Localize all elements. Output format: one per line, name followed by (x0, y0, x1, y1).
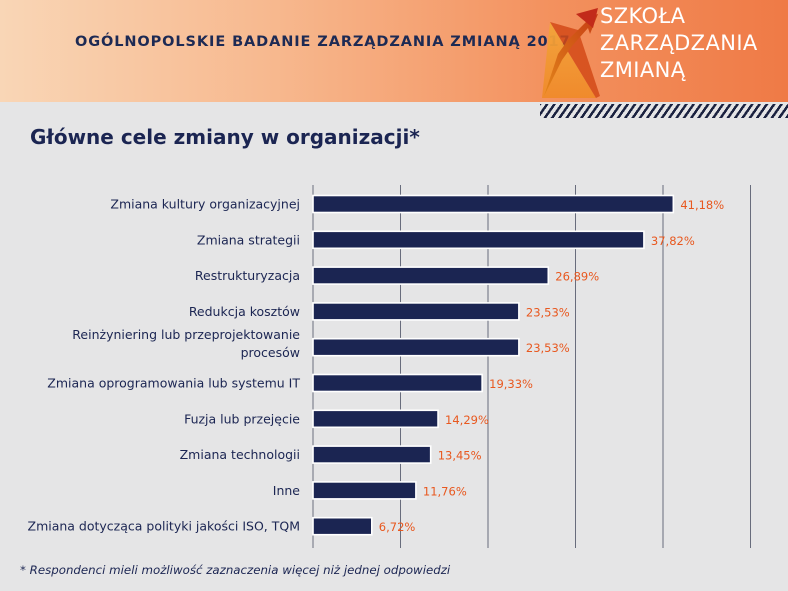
category-label: Restrukturyzacja (195, 268, 300, 283)
value-label: 37,82% (651, 234, 695, 248)
bar (312, 516, 373, 536)
category-label: Zmiana kultury organizacyjnej (110, 197, 300, 212)
category-label: Zmiana dotycząca polityki jakości ISO, T… (28, 519, 301, 534)
category-label: Fuzja lub przejęcie (184, 411, 300, 426)
logo-text-line1: SZKOŁA (600, 4, 686, 28)
category-label: Reinżyniering lub przeprojektowanie (72, 327, 300, 342)
value-label: 6,72% (379, 520, 416, 534)
bar (312, 266, 550, 285)
value-label: 11,76% (423, 484, 467, 498)
logo-icon (542, 8, 600, 98)
value-label: 23,53% (526, 305, 570, 319)
footnote: * Respondenci mieli możliwość zaznaczeni… (20, 563, 451, 577)
value-label: 19,33% (489, 377, 533, 391)
value-label: 23,53% (526, 341, 570, 355)
value-label: 13,45% (438, 449, 482, 463)
header-banner: OGÓLNOPOLSKIE BADANIE ZARZĄDZANIA ZMIANĄ… (0, 0, 788, 102)
category-label: Redukcja kosztów (189, 304, 300, 319)
logo-text-line3: ZMIANĄ (600, 58, 686, 82)
bar (312, 230, 645, 250)
header-title: OGÓLNOPOLSKIE BADANIE ZARZĄDZANIA ZMIANĄ… (75, 34, 571, 50)
decorative-stripes (540, 104, 788, 118)
category-label: procesów (241, 345, 300, 360)
bar (312, 302, 520, 321)
value-label: 14,29% (445, 413, 489, 427)
category-label: Zmiana strategii (197, 232, 300, 247)
bar (312, 409, 439, 429)
bar (312, 194, 675, 214)
category-label: Inne (273, 483, 301, 498)
bar (312, 373, 483, 393)
category-label: Zmiana oprogramowania lub systemu IT (47, 376, 300, 391)
bar (312, 337, 520, 357)
value-label: 41,18% (680, 198, 724, 212)
logo-text-line2: ZARZĄDZANIA (600, 31, 758, 55)
bar (312, 481, 417, 500)
category-label: Zmiana technologii (180, 447, 300, 462)
chart-title: Główne cele zmiany w organizacji* (30, 125, 420, 149)
value-label: 26,89% (555, 270, 599, 284)
bar (312, 445, 432, 464)
